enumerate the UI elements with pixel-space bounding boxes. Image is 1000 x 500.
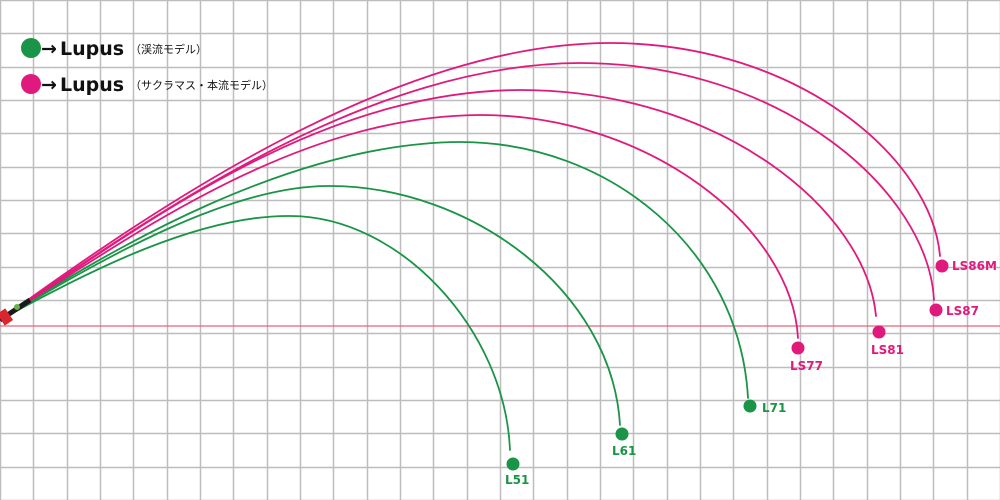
- rod-curve-l61: [0, 185, 621, 426]
- legend-arrow: →: [41, 74, 57, 96]
- legend-item-pink: → Lupus （サクラマス・本流モデル）: [21, 74, 273, 96]
- rod-curve-l71: [0, 141, 749, 399]
- rod-curves: [0, 42, 941, 451]
- tip-label-l71: L71: [762, 401, 786, 415]
- tip-label-l51: L51: [505, 473, 529, 487]
- tip-dot-l51: [506, 457, 520, 471]
- legend-item-green: → Lupus （渓流モデル）: [21, 38, 207, 60]
- rod-curve-ls77: [0, 114, 799, 339]
- tip-label-ls81: LS81: [871, 343, 904, 357]
- legend-dot-green: [21, 38, 41, 58]
- tip-dot-l71: [743, 399, 757, 413]
- rod-butt: [0, 297, 32, 326]
- tip-label-l61: L61: [612, 444, 636, 458]
- tip-dot-ls77: [791, 341, 805, 355]
- tip-dot-l61: [615, 427, 629, 441]
- legend-name: Lupus: [60, 74, 124, 96]
- legend-note: （サクラマス・本流モデル）: [130, 78, 273, 92]
- rod-butt-cap: [0, 308, 14, 326]
- tip-label-ls86m: LS86M: [952, 259, 997, 273]
- tip-markers: L51 L61 L71 LS77 LS81 LS87 LS86M: [505, 259, 997, 487]
- legend-note: （渓流モデル）: [130, 42, 207, 56]
- rod-curve-l51: [0, 215, 511, 451]
- legend-arrow: →: [41, 38, 57, 60]
- legend-name: Lupus: [60, 38, 124, 60]
- rod-butt-ring: [14, 304, 20, 310]
- tip-label-ls87: LS87: [946, 304, 979, 318]
- tip-label-ls77: LS77: [790, 359, 823, 373]
- rod-curve-ls87: [0, 62, 935, 321]
- rod-curve-ls86m: [0, 42, 941, 321]
- tip-dot-ls81: [872, 325, 886, 339]
- tip-dot-ls87: [929, 303, 943, 317]
- legend: → Lupus （渓流モデル） → Lupus （サクラマス・本流モデル）: [21, 38, 273, 96]
- tip-dot-ls86m: [935, 259, 949, 273]
- legend-dot-pink: [21, 74, 41, 94]
